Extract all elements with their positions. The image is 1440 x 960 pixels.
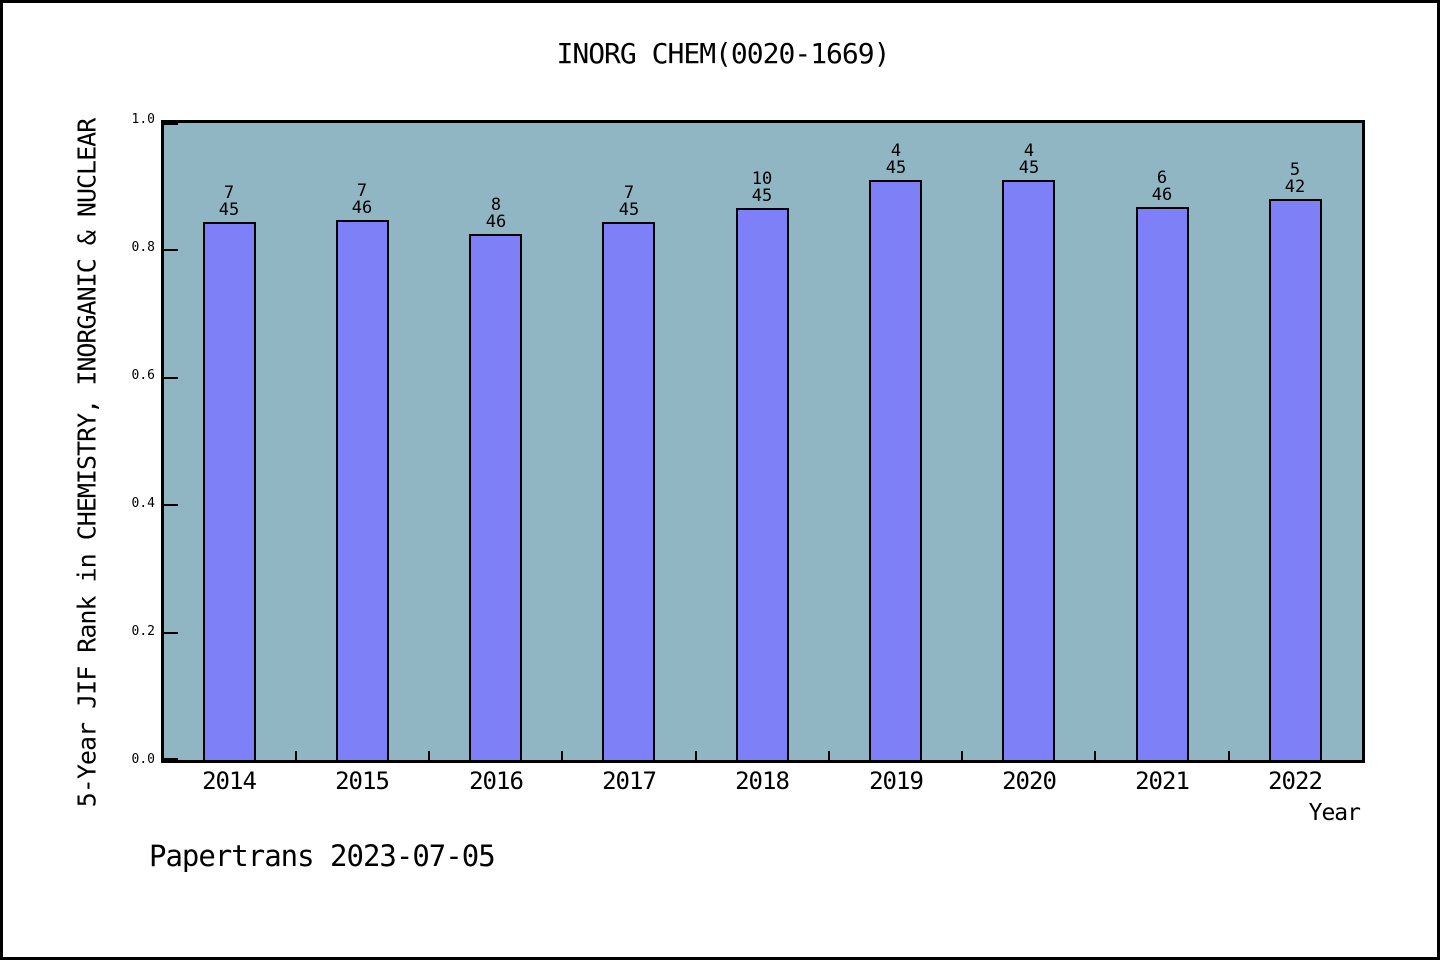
x-axis-tick-label: 2014 — [202, 767, 257, 795]
bar-value-label: 7 46 — [351, 181, 373, 218]
x-axis-label: Year — [1308, 800, 1361, 826]
x-axis-tick-label: 2018 — [735, 767, 790, 795]
bar-value-label: 7 45 — [218, 183, 240, 220]
plot-area: 7 45 7 46 8 46 7 45 10 45 4 45 4 45 6 46 5 42 — [161, 120, 1365, 763]
x-axis-tick-label: 2021 — [1135, 767, 1190, 795]
y-axis-tick-label: 0.8 — [131, 240, 155, 255]
bar-value-label: 4 45 — [885, 141, 907, 178]
y-axis-tick-label: 0.4 — [131, 496, 155, 511]
y-axis-tick-label: 0.0 — [131, 752, 155, 767]
bar-2022 — [1269, 199, 1322, 760]
y-axis-tick — [164, 758, 178, 760]
x-axis-tick-label: 2019 — [869, 767, 924, 795]
x-axis-tick-label: 2015 — [335, 767, 390, 795]
chart-title: INORG CHEM(0020-1669) — [556, 37, 890, 70]
bar-2014 — [203, 222, 256, 760]
bar-2015 — [336, 220, 389, 760]
y-axis-label: 5-Year JIF Rank in CHEMISTRY, INORGANIC … — [72, 118, 102, 808]
bar-value-label: 6 46 — [1151, 168, 1173, 205]
bar-2019 — [869, 180, 922, 760]
y-axis-tick-label: 0.2 — [131, 624, 155, 639]
x-axis-tick-label: 2017 — [602, 767, 657, 795]
bar-value-label: 8 46 — [485, 195, 507, 232]
x-axis-minor-tick — [1094, 751, 1096, 760]
x-axis-tick-label: 2020 — [1002, 767, 1057, 795]
x-axis-minor-tick — [561, 751, 563, 760]
bar-value-label: 10 45 — [751, 169, 773, 206]
footer-watermark: Papertrans 2023-07-05 — [149, 839, 496, 873]
x-axis-minor-tick — [428, 751, 430, 760]
bar-2021 — [1136, 207, 1189, 760]
bar-value-label: 7 45 — [618, 183, 640, 220]
bar-2017 — [602, 222, 655, 760]
x-axis-tick-label: 2016 — [469, 767, 524, 795]
y-axis-tick — [164, 123, 178, 125]
bar-value-label: 5 42 — [1284, 160, 1306, 197]
x-axis-minor-tick — [828, 751, 830, 760]
y-axis-tick-label: 1.0 — [131, 112, 155, 127]
x-axis-minor-tick — [295, 751, 297, 760]
bar-2018 — [736, 208, 789, 760]
x-axis-tick-label: 2022 — [1268, 767, 1323, 795]
bar-2016 — [469, 234, 522, 760]
y-axis-tick — [164, 249, 178, 251]
y-axis-tick — [164, 377, 178, 379]
x-axis-minor-tick — [695, 751, 697, 760]
y-axis-tick-label: 0.6 — [131, 368, 155, 383]
bar-2020 — [1002, 180, 1055, 760]
x-axis-minor-tick — [961, 751, 963, 760]
bar-value-label: 4 45 — [1018, 141, 1040, 178]
y-axis-tick — [164, 504, 178, 506]
x-axis-minor-tick — [1228, 751, 1230, 760]
y-axis-tick — [164, 632, 178, 634]
